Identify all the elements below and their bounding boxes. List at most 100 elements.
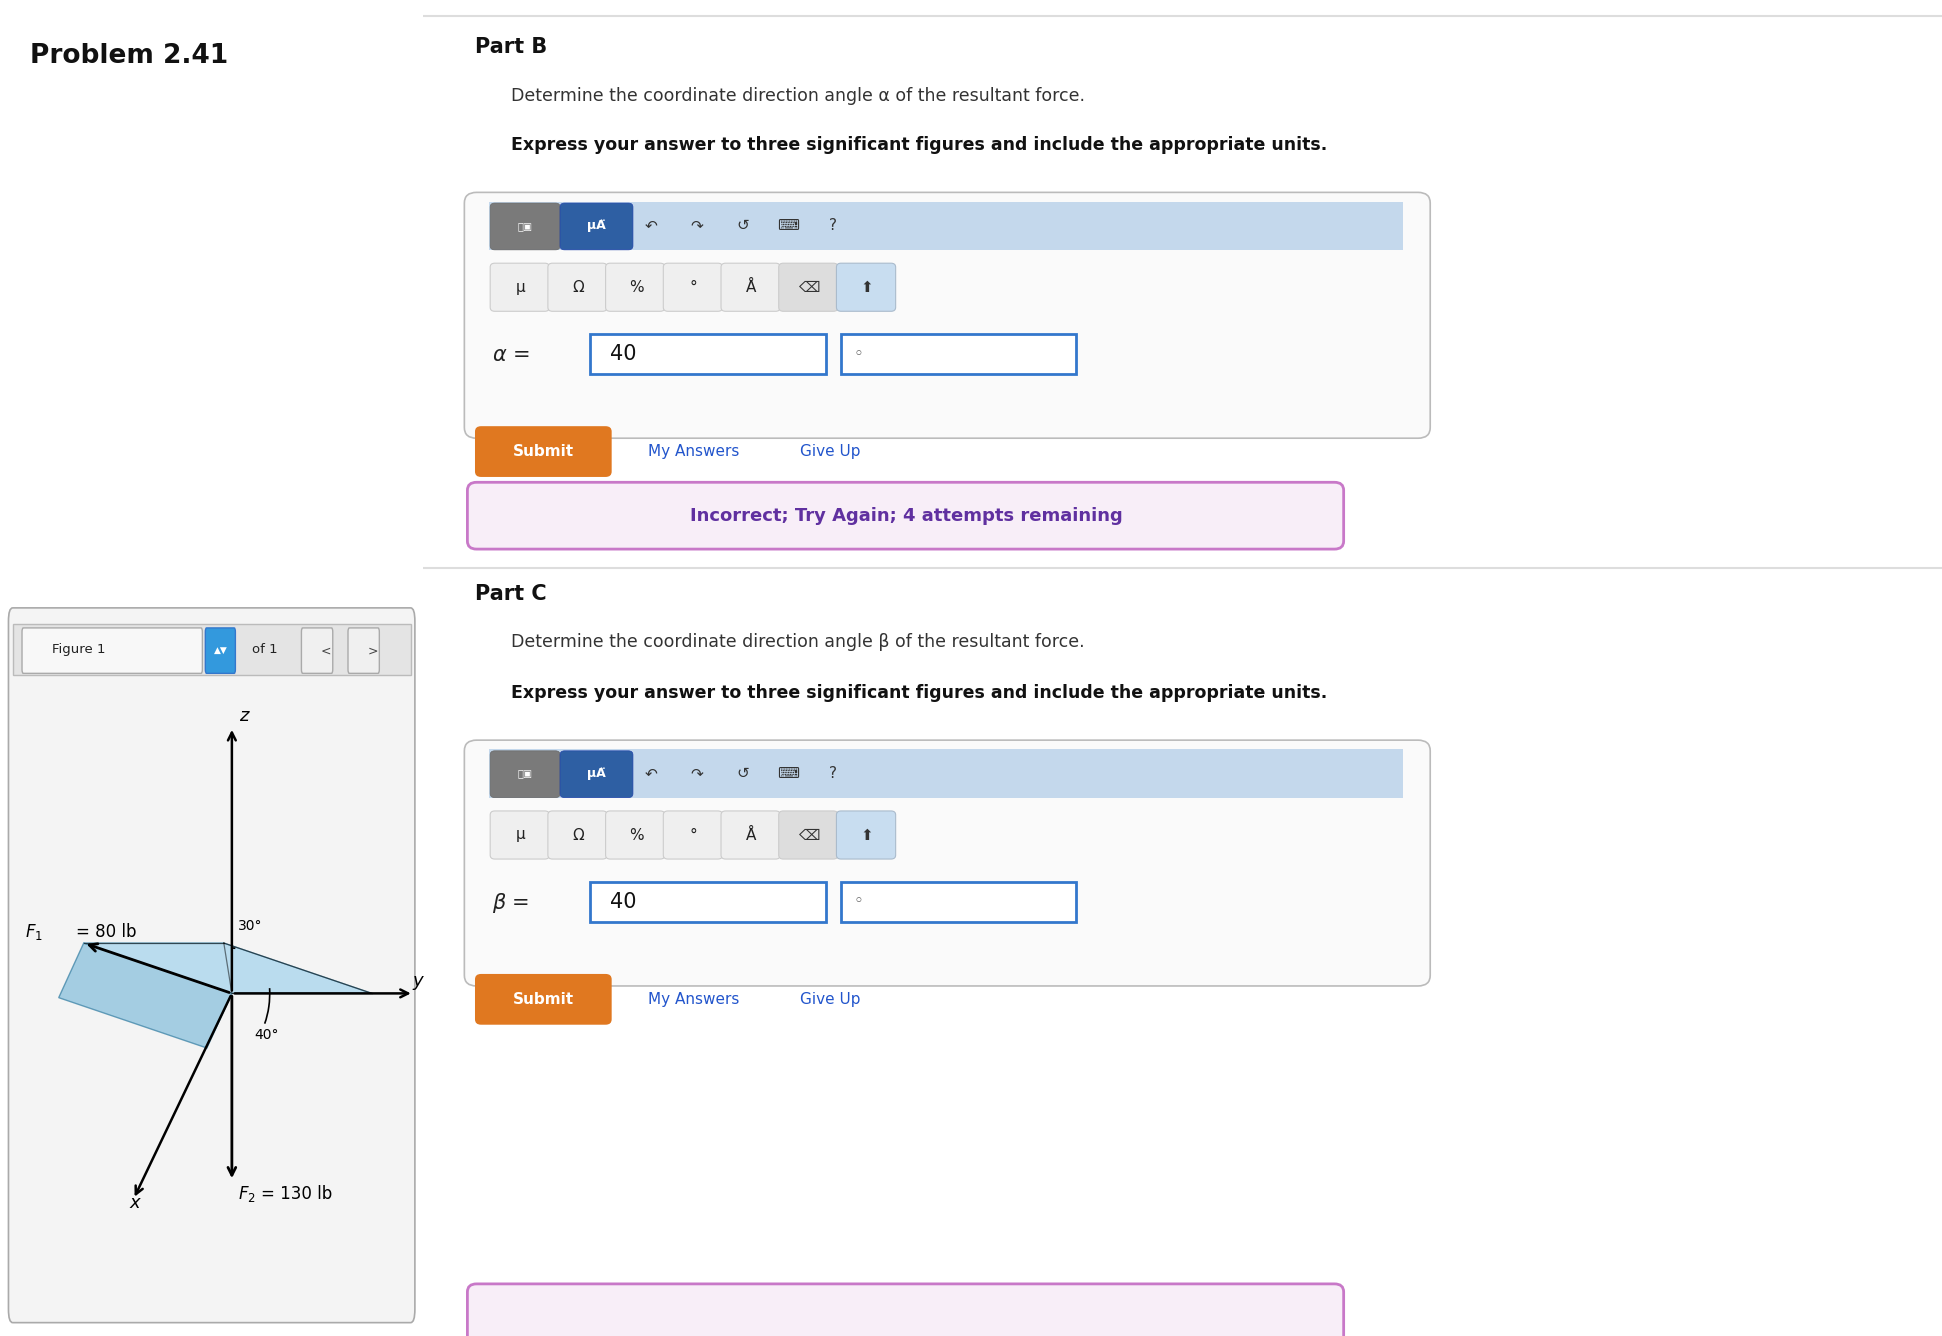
Text: Å: Å <box>746 279 757 295</box>
Text: ↺: ↺ <box>736 766 750 782</box>
Text: Ω: Ω <box>573 279 585 295</box>
Text: Problem 2.41: Problem 2.41 <box>29 43 227 68</box>
Text: ↶: ↶ <box>645 218 658 234</box>
FancyBboxPatch shape <box>468 482 1344 549</box>
Text: Incorrect; Try Again; 4 attempts remaining: Incorrect; Try Again; 4 attempts remaini… <box>689 506 1122 525</box>
FancyBboxPatch shape <box>476 974 612 1025</box>
FancyBboxPatch shape <box>206 628 235 673</box>
Text: = 80 lb: = 80 lb <box>76 923 136 941</box>
FancyBboxPatch shape <box>720 263 781 311</box>
FancyBboxPatch shape <box>559 751 633 798</box>
Text: $\beta$ =: $\beta$ = <box>491 891 528 915</box>
FancyBboxPatch shape <box>348 628 379 673</box>
Text: °: ° <box>689 827 697 843</box>
FancyBboxPatch shape <box>489 202 1402 250</box>
Text: Determine the coordinate direction angle α of the resultant force.: Determine the coordinate direction angle… <box>511 87 1086 104</box>
FancyBboxPatch shape <box>837 263 895 311</box>
FancyBboxPatch shape <box>489 751 559 798</box>
FancyBboxPatch shape <box>559 203 633 250</box>
Text: μ: μ <box>517 279 526 295</box>
FancyBboxPatch shape <box>590 882 825 922</box>
Text: ↷: ↷ <box>689 218 703 234</box>
Text: Express your answer to three significant figures and include the appropriate uni: Express your answer to three significant… <box>511 136 1328 154</box>
FancyBboxPatch shape <box>14 624 410 675</box>
Text: °: ° <box>689 279 697 295</box>
Text: My Answers: My Answers <box>649 444 740 460</box>
Text: ⌨: ⌨ <box>777 218 798 234</box>
Text: Part C: Part C <box>476 584 546 604</box>
Text: 30°: 30° <box>239 919 262 934</box>
Text: ?: ? <box>829 766 837 782</box>
Text: μÄ: μÄ <box>586 767 606 780</box>
Text: >: > <box>367 644 379 657</box>
Text: y: y <box>412 973 423 990</box>
Text: $F_2$: $F_2$ <box>239 1184 256 1204</box>
FancyBboxPatch shape <box>779 263 837 311</box>
Text: ⬆: ⬆ <box>860 279 874 295</box>
FancyBboxPatch shape <box>841 334 1076 374</box>
Text: of 1: of 1 <box>252 643 278 656</box>
FancyBboxPatch shape <box>837 811 895 859</box>
FancyBboxPatch shape <box>464 740 1429 986</box>
FancyBboxPatch shape <box>664 811 722 859</box>
Text: ↷: ↷ <box>689 766 703 782</box>
Text: <: < <box>320 644 332 657</box>
Text: Ω: Ω <box>573 827 585 843</box>
Text: μÄ: μÄ <box>586 219 606 232</box>
Text: 40: 40 <box>610 892 637 911</box>
Polygon shape <box>58 943 231 1047</box>
Text: ◦: ◦ <box>853 345 862 362</box>
Text: ⬆: ⬆ <box>860 827 874 843</box>
Text: Figure 1: Figure 1 <box>52 643 105 656</box>
FancyBboxPatch shape <box>779 811 837 859</box>
Text: ?: ? <box>829 218 837 234</box>
Text: Give Up: Give Up <box>800 444 860 460</box>
FancyBboxPatch shape <box>590 334 825 374</box>
Text: ⌫: ⌫ <box>798 279 820 295</box>
FancyBboxPatch shape <box>489 263 550 311</box>
Text: Submit: Submit <box>513 444 575 460</box>
Text: μ: μ <box>517 827 526 843</box>
Text: Submit: Submit <box>513 991 575 1007</box>
Text: = 130 lb: = 130 lb <box>260 1185 332 1204</box>
FancyBboxPatch shape <box>489 203 559 250</box>
Text: Determine the coordinate direction angle β of the resultant force.: Determine the coordinate direction angle… <box>511 633 1086 651</box>
FancyBboxPatch shape <box>548 811 608 859</box>
Text: Give Up: Give Up <box>800 991 860 1007</box>
FancyBboxPatch shape <box>301 628 332 673</box>
Polygon shape <box>84 943 373 994</box>
Text: x: x <box>130 1193 140 1212</box>
FancyBboxPatch shape <box>476 426 612 477</box>
Text: Å: Å <box>746 827 757 843</box>
FancyBboxPatch shape <box>464 192 1429 438</box>
Text: ↺: ↺ <box>736 218 750 234</box>
FancyBboxPatch shape <box>606 811 664 859</box>
Text: ↶: ↶ <box>645 766 658 782</box>
FancyBboxPatch shape <box>606 263 664 311</box>
FancyBboxPatch shape <box>548 263 608 311</box>
Text: ⌫: ⌫ <box>798 827 820 843</box>
FancyBboxPatch shape <box>8 608 416 1323</box>
FancyBboxPatch shape <box>720 811 781 859</box>
FancyBboxPatch shape <box>489 811 550 859</box>
Text: Part B: Part B <box>476 37 548 57</box>
Text: $\alpha$ =: $\alpha$ = <box>491 346 530 365</box>
Text: 40: 40 <box>610 345 637 363</box>
Text: ⌨: ⌨ <box>777 766 798 782</box>
Text: %: % <box>629 827 643 843</box>
Text: ◦: ◦ <box>853 892 862 910</box>
FancyBboxPatch shape <box>21 628 202 673</box>
Text: ⬜▣: ⬜▣ <box>517 768 532 779</box>
FancyBboxPatch shape <box>841 882 1076 922</box>
Text: My Answers: My Answers <box>649 991 740 1007</box>
Text: $F_1$: $F_1$ <box>25 922 43 942</box>
FancyBboxPatch shape <box>489 749 1402 798</box>
FancyBboxPatch shape <box>468 1284 1344 1336</box>
Text: Express your answer to three significant figures and include the appropriate uni: Express your answer to three significant… <box>511 684 1328 701</box>
FancyBboxPatch shape <box>664 263 722 311</box>
Text: 40°: 40° <box>254 1029 280 1042</box>
Text: z: z <box>239 707 249 724</box>
Text: ▲▼: ▲▼ <box>214 647 227 655</box>
Text: %: % <box>629 279 643 295</box>
Text: ⬜▣: ⬜▣ <box>517 220 532 231</box>
